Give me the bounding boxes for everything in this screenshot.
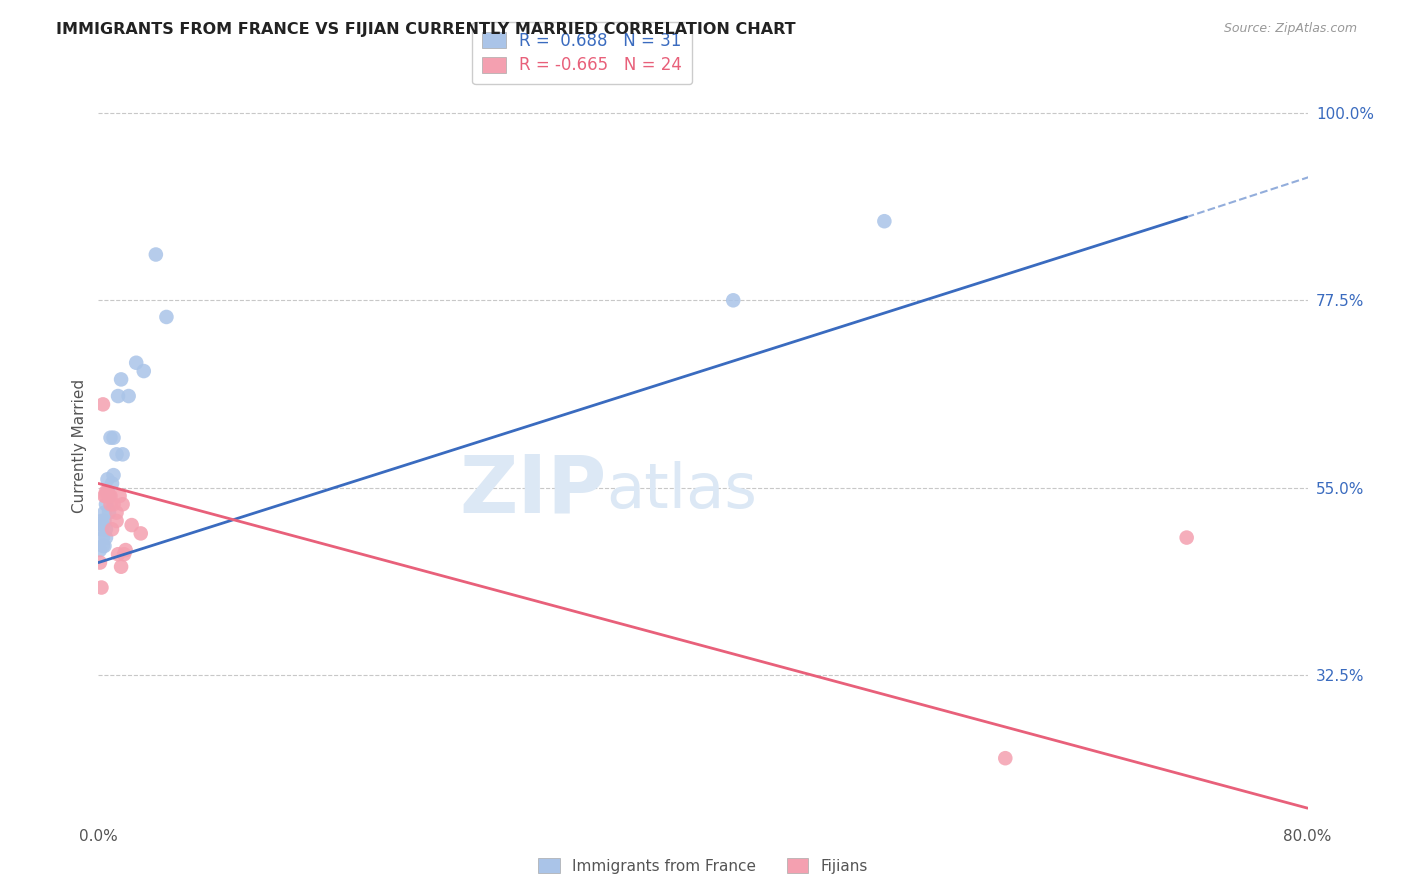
Point [873, 214, 896, 228]
Point [118, 389, 141, 403]
Point [96, 484, 118, 499]
Point [111, 447, 134, 461]
Point [98, 506, 121, 520]
Point [91, 397, 114, 411]
Point [121, 518, 143, 533]
Text: atlas: atlas [606, 461, 758, 521]
Point [110, 559, 132, 574]
Point [89, 543, 111, 558]
Text: IMMIGRANTS FROM FRANCE VS FIJIAN CURRENTLY MARRIED CORRELATION CHART: IMMIGRANTS FROM FRANCE VS FIJIAN CURRENT… [56, 22, 796, 37]
Point [1175, 531, 1198, 545]
Point [93, 506, 115, 520]
Point [155, 310, 177, 324]
Point [125, 356, 148, 370]
Point [105, 506, 128, 520]
Point [94, 531, 117, 545]
Point [111, 497, 134, 511]
Point [91, 531, 114, 545]
Legend: Immigrants from France, Fijians: Immigrants from France, Fijians [533, 852, 873, 880]
Point [94, 484, 117, 499]
Text: ZIP: ZIP [458, 452, 606, 530]
Point [107, 389, 129, 403]
Point [100, 431, 122, 445]
Point [103, 497, 125, 511]
Point [994, 751, 1017, 765]
Point [96, 484, 118, 499]
Point [129, 526, 152, 541]
Point [90, 581, 112, 595]
Point [107, 547, 129, 561]
Point [94, 522, 117, 536]
Point [96, 472, 118, 486]
Y-axis label: Currently Married: Currently Married [72, 379, 87, 513]
Point [145, 247, 167, 261]
Point [98, 489, 121, 503]
Point [94, 489, 117, 503]
Point [101, 476, 124, 491]
Point [98, 489, 121, 503]
Point [100, 497, 122, 511]
Point [103, 431, 125, 445]
Point [90, 522, 112, 536]
Point [723, 293, 745, 308]
Point [93, 489, 115, 503]
Point [105, 447, 128, 461]
Point [93, 539, 115, 553]
Point [94, 497, 117, 511]
Point [110, 372, 132, 386]
Text: Source: ZipAtlas.com: Source: ZipAtlas.com [1223, 22, 1357, 36]
Point [91, 518, 114, 533]
Point [100, 489, 122, 503]
Point [91, 539, 114, 553]
Point [93, 514, 115, 528]
Point [112, 547, 135, 561]
Point [132, 364, 155, 378]
Point [105, 514, 128, 528]
Point [103, 468, 125, 483]
Point [90, 514, 112, 528]
Point [114, 543, 136, 558]
Point [101, 522, 124, 536]
Point [89, 556, 111, 570]
Point [108, 489, 131, 503]
